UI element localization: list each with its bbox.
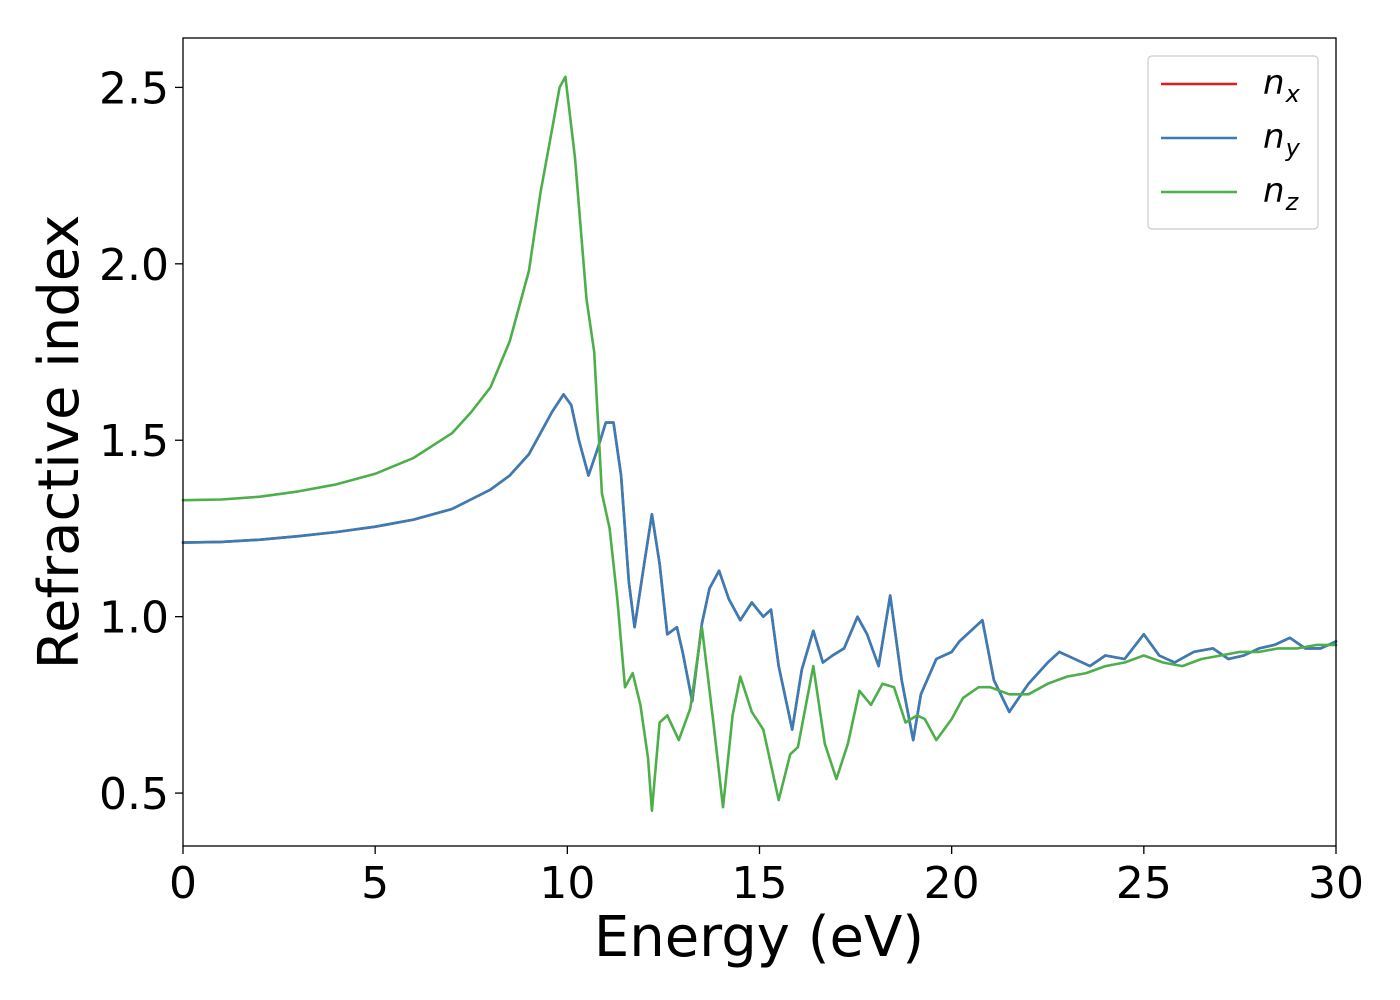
y-tick-label: 2.5 — [99, 63, 169, 114]
plot-background — [183, 38, 1336, 846]
x-tick-label: 0 — [169, 858, 197, 909]
y-tick-label: 0.5 — [99, 769, 169, 820]
y-axis-label: Refractive index — [27, 215, 92, 670]
series-line-ny — [181, 393, 1338, 742]
x-tick-label: 15 — [732, 858, 788, 909]
x-tick-label: 30 — [1308, 858, 1364, 909]
series-line-nz — [181, 75, 1338, 812]
x-axis-ticks: 0 5 10 15 20 25 30 — [169, 846, 1364, 909]
y-tick-label: 1.5 — [99, 416, 169, 467]
x-tick-label: 5 — [361, 858, 389, 909]
x-tick-label: 25 — [1116, 858, 1172, 909]
y-tick-label: 2.0 — [99, 240, 169, 291]
series-layer — [181, 75, 1338, 812]
y-tick-label: 1.0 — [99, 593, 169, 644]
x-axis-label: Energy (eV) — [594, 905, 924, 970]
x-tick-label: 10 — [539, 858, 595, 909]
x-tick-label: 20 — [924, 858, 980, 909]
legend-box — [1147, 55, 1319, 230]
y-axis-ticks: 0.5 1.0 1.5 2.0 2.5 — [99, 63, 183, 820]
